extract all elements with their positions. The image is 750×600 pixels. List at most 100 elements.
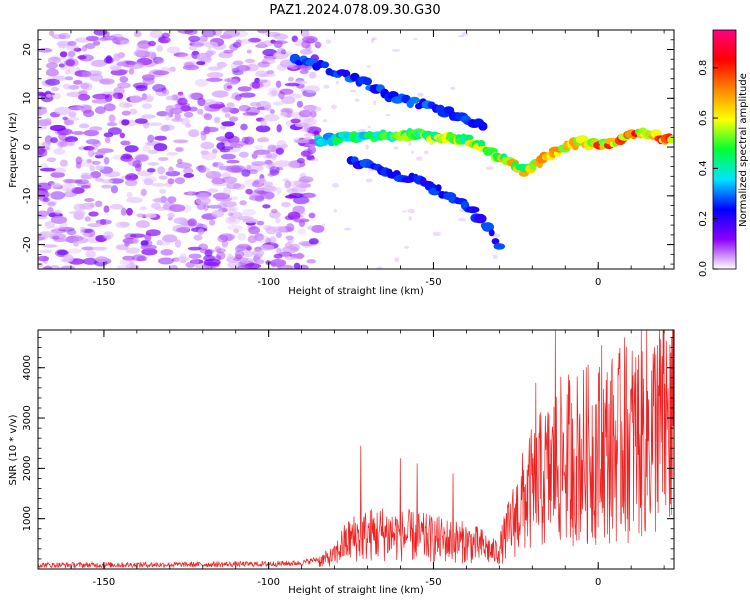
noise-blob [284,242,293,249]
noise-blob [300,68,306,73]
noise-blob [224,131,234,139]
noise-blob [371,37,378,41]
noise-blob [110,203,123,210]
noise-blob [306,259,317,264]
noise-blob [226,182,242,189]
noise-blob [197,108,204,115]
noise-blob [58,32,71,40]
x-tick-label: 0 [595,277,601,288]
noise-blob [187,218,197,227]
noise-blob [146,122,163,127]
noise-blob [232,41,242,48]
noise-blob [251,81,261,89]
noise-blob [299,172,307,179]
noise-blob [42,197,50,202]
noise-blob [191,257,200,267]
noise-blob [100,219,107,225]
noise-blob [294,122,308,128]
x-tick-label: -100 [257,577,280,588]
noise-blob [221,239,229,248]
noise-blob [40,191,51,198]
noise-blob [242,218,258,224]
noise-blob [95,219,112,225]
noise-blob [308,238,319,245]
noise-blob [180,117,191,126]
noise-blob [101,35,119,41]
noise-blob [183,173,194,178]
noise-blob [276,48,287,55]
noise-blob [129,108,138,115]
noise-blob [221,207,229,213]
noise-blob [53,225,67,230]
noise-blob [417,92,424,97]
noise-blob [239,200,247,206]
noise-blob [275,217,281,224]
noise-blob [67,248,82,254]
y-tick-label: 20 [22,43,33,56]
noise-blob [402,210,407,213]
noise-blob [51,235,60,240]
noise-blob [87,223,102,228]
noise-blob [120,140,131,146]
noise-blob [230,196,239,201]
page-title: PAZ1.2024.078.09.30.G30 [269,3,440,18]
noise-blob [292,205,306,215]
noise-blob [129,95,143,103]
noise-blob [308,212,316,219]
noise-blob [310,110,317,118]
noise-blob [51,167,67,174]
noise-blob [211,90,229,98]
noise-blob [89,165,95,172]
noise-blob [74,210,86,217]
noise-blob [57,140,64,149]
noise-blob [266,70,275,75]
noise-blob [121,119,130,126]
noise-blob [57,249,68,256]
y-tick-label: -10 [22,188,33,204]
noise-blob [195,196,211,205]
noise-blob [116,61,128,67]
noise-blob [66,187,72,196]
noise-blob [223,30,241,38]
noise-blob [89,73,104,82]
noise-blob [141,114,156,119]
noise-blob [87,149,95,158]
noise-blob [187,190,193,196]
lower-branch-blob [493,243,506,250]
noise-blob [156,241,171,246]
noise-blob [126,207,133,216]
noise-blob [43,118,52,126]
x-tick-label: -100 [257,277,280,288]
noise-blob [141,248,158,256]
noise-blob [81,71,92,78]
noise-blob [201,30,216,38]
noise-blob [166,46,181,54]
noise-blob [236,265,251,269]
noise-blob [293,262,301,269]
noise-blob [307,225,318,231]
noise-blob [165,95,174,101]
noise-blob [298,109,312,118]
noise-blob [139,206,147,211]
lower-branch-blob [491,238,500,245]
noise-blob [79,123,90,129]
noise-blob [256,220,265,226]
noise-blob [408,141,412,147]
signal-ridge-blob [462,134,474,141]
noise-blob [153,143,168,152]
noise-blob [45,68,59,77]
noise-blob [167,196,177,204]
noise-blob [245,188,253,195]
noise-blob [88,211,99,217]
noise-blob [299,212,306,215]
noise-blob [248,169,258,175]
noise-blob [257,235,271,244]
noise-blob [268,87,280,94]
noise-blob [187,92,201,100]
noise-blob [221,121,236,127]
y-tick-label: 3000 [22,405,33,430]
noise-blob [212,30,223,37]
noise-blob [184,30,198,35]
noise-blob [148,149,159,155]
noise-blob [134,118,148,124]
